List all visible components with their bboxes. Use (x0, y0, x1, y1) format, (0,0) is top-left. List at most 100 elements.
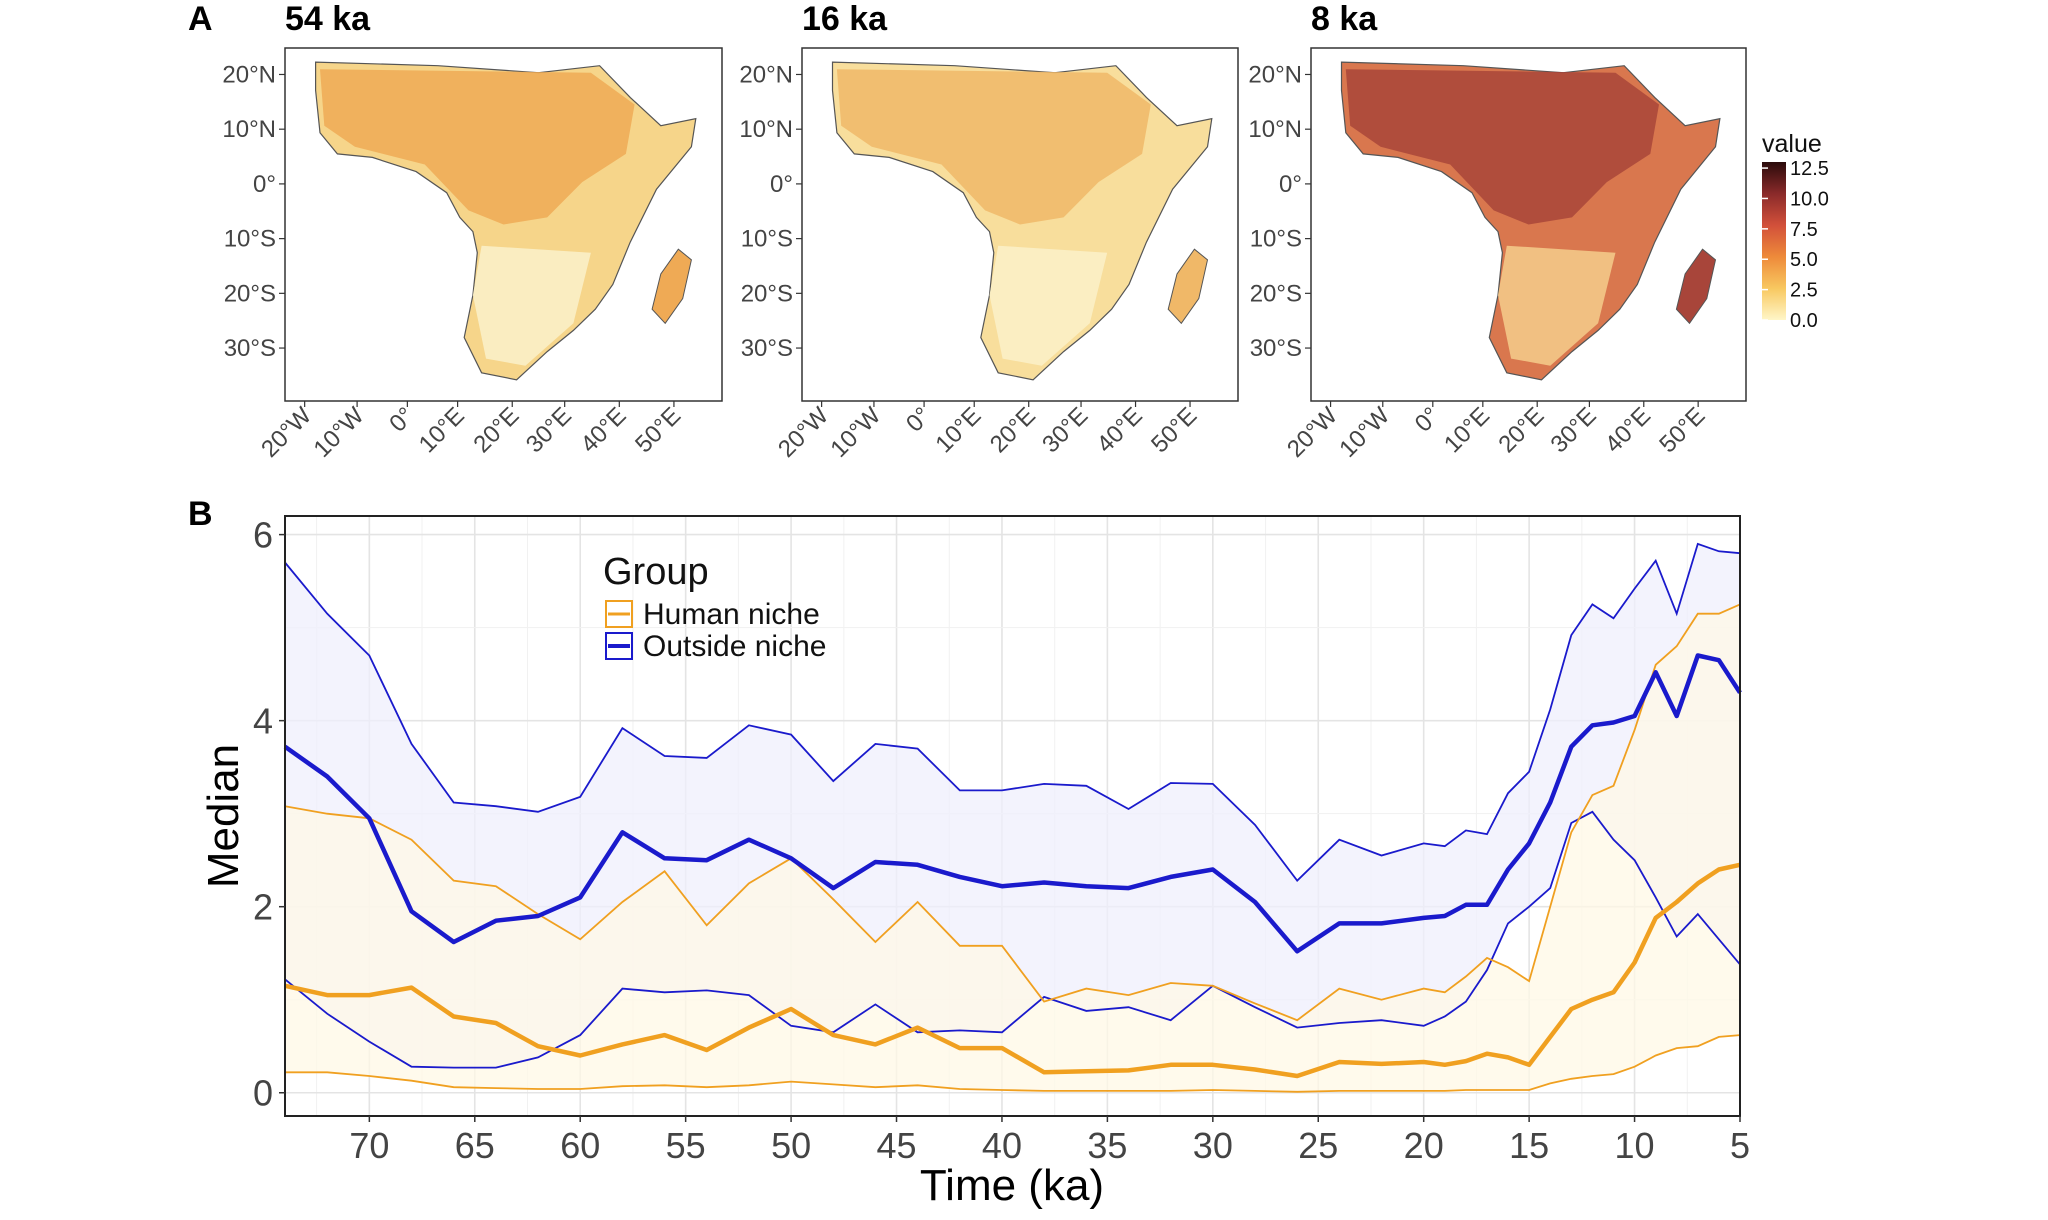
x-tick-label: 40 (982, 1125, 1022, 1166)
x-tick-label: 60 (560, 1125, 600, 1166)
y-tick-label: 4 (253, 701, 273, 742)
madagascar (1675, 248, 1717, 325)
lat-tick-label: 30°S (741, 335, 793, 362)
lat-tick-label: 20°N (739, 61, 793, 88)
lat-tick-label: 0° (253, 171, 276, 198)
plot-border (284, 515, 1741, 1117)
lon-tick-label: 20°W (1282, 402, 1343, 463)
y-tick-label: 0 (253, 1073, 273, 1114)
niche-region (320, 69, 635, 225)
lat-tick-label: 20°S (224, 280, 276, 307)
colorbar-tick-label: 12.5 (1790, 158, 1829, 180)
map-title: 54 ka (285, 0, 371, 38)
x-tick-label: 70 (349, 1125, 389, 1166)
lon-tick-label: 0° (1410, 402, 1445, 437)
lon-tick-label: 40°E (1092, 402, 1148, 458)
x-tick-labels: 70 65 60 55 50 45 40 35 30 25 20 15 10 5 (349, 1116, 1750, 1166)
lon-tick-label: 40°E (575, 402, 631, 458)
ribbon-human-niche (285, 604, 1740, 1092)
lat-tick-label: 20°N (222, 61, 276, 88)
legend-label-outside-niche: Outside niche (643, 630, 826, 663)
lat-tick-label: 30°S (1250, 335, 1302, 362)
lat-tick-label: 10°N (222, 116, 276, 143)
upper-bound-outside-niche (284, 542, 1741, 883)
madagascar (651, 248, 692, 325)
x-tick-label: 25 (1298, 1125, 1338, 1166)
y-tick-labels: 0 2 4 6 (253, 515, 285, 1114)
lower-bound-human-niche (285, 1034, 1741, 1093)
x-tick-label: 5 (1730, 1125, 1750, 1166)
niche-region (836, 69, 1151, 225)
lon-tick-label: 20°E (468, 402, 524, 458)
lat-tick-label: 10°N (739, 116, 793, 143)
x-tick-label: 55 (666, 1125, 706, 1166)
lat-tick-label: 10°S (224, 226, 276, 253)
lat-tick-label: 30°S (224, 335, 276, 362)
colorbar-ticks: 12.5 10.0 7.5 5.0 2.5 0.0 (1762, 158, 1829, 332)
lon-tick-label: 30°E (1546, 402, 1602, 458)
y-tick-label: 6 (253, 515, 273, 556)
lon-tick-label: 30°E (1037, 402, 1093, 458)
lat-tick-label: 20°S (741, 280, 793, 307)
lat-tick-label: 10°S (1250, 226, 1302, 253)
x-tick-label: 15 (1509, 1125, 1549, 1166)
colorbar-tick-label: 5.0 (1790, 249, 1818, 271)
lon-tick-label: 50°E (1654, 402, 1710, 458)
lat-tick-label: 10°N (1248, 116, 1302, 143)
colorbar-tick-label: 0.0 (1790, 310, 1818, 332)
median-line-outside-niche (283, 653, 1742, 954)
southern-region (1498, 245, 1616, 366)
map-title: 16 ka (802, 0, 888, 38)
x-tick-label: 65 (455, 1125, 495, 1166)
lat-tick-label: 20°S (1250, 280, 1302, 307)
lon-tick-label: 20°E (985, 402, 1041, 458)
chart-legend: Group Human niche Outside niche (603, 551, 826, 663)
lon-tick-label: 10°W (825, 402, 886, 463)
upper-bound-human-niche (284, 603, 1741, 1022)
lon-tick-label: 30°E (521, 402, 577, 458)
colorbar-tick-label: 2.5 (1790, 280, 1818, 302)
lon-tick-label: 0° (901, 402, 936, 437)
legend-label-human-niche: Human niche (643, 598, 820, 631)
lon-tick-label: 0° (384, 402, 419, 437)
lon-tick-label: 20°W (773, 402, 834, 463)
lon-tick-label: 20°W (256, 402, 317, 463)
panel-a-letter: A (188, 0, 213, 38)
colorbar-tick-label: 7.5 (1790, 219, 1818, 241)
southern-region (472, 245, 591, 366)
lat-tick-label: 0° (1279, 171, 1302, 198)
y-axis-label: Median (199, 744, 248, 888)
x-axis-label: Time (ka) (920, 1161, 1104, 1210)
colorbar-tick-label: 10.0 (1790, 188, 1829, 210)
lon-tick-label: 10°W (309, 402, 370, 463)
series-lines (283, 542, 1742, 1093)
lon-tick-label: 20°E (1493, 402, 1549, 458)
panel-b-letter: B (188, 495, 213, 533)
lower-bound-outside-niche (284, 810, 1741, 1069)
colorbar-legend: value 12.5 10.0 7.5 5.0 2.5 0.0 (1762, 130, 1829, 332)
ribbon-bands (285, 543, 1740, 1092)
x-tick-label: 30 (1193, 1125, 1233, 1166)
x-tick-label: 45 (876, 1125, 916, 1166)
x-tick-label: 35 (1087, 1125, 1127, 1166)
line-chart: 70 65 60 55 50 45 40 35 30 25 20 15 10 5 0 2 4 6 Time (k… (199, 515, 1750, 1210)
map-title: 8 ka (1311, 0, 1378, 38)
lon-tick-label: 10°E (1439, 402, 1495, 458)
y-tick-label: 2 (253, 887, 273, 928)
madagascar (1167, 248, 1209, 325)
x-tick-label: 20 (1404, 1125, 1444, 1166)
lat-tick-label: 0° (770, 171, 793, 198)
lon-tick-label: 10°W (1334, 402, 1395, 463)
lat-tick-label: 10°S (741, 226, 793, 253)
lon-tick-label: 10°E (414, 402, 470, 458)
niche-region (1345, 69, 1659, 225)
colorbar-title: value (1762, 130, 1822, 158)
x-tick-label: 10 (1615, 1125, 1655, 1166)
median-line-human-niche (284, 862, 1741, 1079)
lon-tick-label: 50°E (1146, 402, 1202, 458)
southern-region (989, 245, 1108, 366)
